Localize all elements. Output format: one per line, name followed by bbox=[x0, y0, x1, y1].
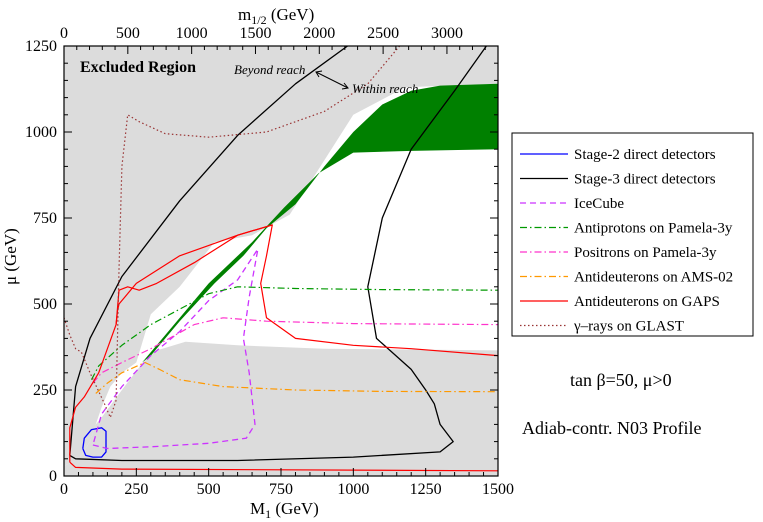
legend-label-8: γ–rays on GLAST bbox=[573, 319, 684, 335]
annotation-within: Within reach bbox=[352, 81, 418, 96]
top-tick-label: 1000 bbox=[176, 25, 208, 42]
legend-label-3: IceCube bbox=[574, 196, 624, 212]
x-tick-label: 500 bbox=[197, 481, 221, 498]
y-tick-label: 500 bbox=[33, 296, 57, 313]
annotation-excluded: Excluded Region bbox=[80, 59, 196, 76]
series-line-7 bbox=[69, 224, 498, 463]
region-relic-density-band bbox=[142, 83, 498, 363]
top-tick-label: 1500 bbox=[239, 25, 271, 42]
top-tick-label: 0 bbox=[60, 25, 68, 42]
series-line-2-part2 bbox=[69, 46, 487, 462]
series-line-6 bbox=[95, 361, 498, 394]
y-axis-label: μ (GeV) bbox=[1, 228, 20, 285]
x-tick-label: 250 bbox=[124, 481, 148, 498]
legend-label-6: Antideuterons on AMS-02 bbox=[574, 270, 733, 286]
param-text: tan β=50, μ>0 bbox=[570, 370, 672, 390]
series-line-4 bbox=[90, 286, 498, 380]
legend-label-1: Stage-2 direct detectors bbox=[574, 147, 716, 163]
top-tick-label: 2000 bbox=[303, 25, 335, 42]
x-axis-label: M1 (GeV) bbox=[250, 499, 319, 521]
series-line-7-part3 bbox=[115, 224, 273, 325]
top-tick-label: 2500 bbox=[367, 25, 399, 42]
y-tick-label: 1250 bbox=[25, 38, 57, 55]
double-arrow-icon bbox=[315, 70, 349, 90]
top-tick-label: 500 bbox=[116, 25, 140, 42]
series-line-2 bbox=[69, 46, 348, 456]
y-tick-label: 750 bbox=[33, 210, 57, 227]
x-tick-label: 1500 bbox=[482, 481, 514, 498]
series-line-3 bbox=[92, 248, 259, 450]
annotation-beyond: Beyond reach bbox=[234, 62, 305, 77]
x-tick-label: 750 bbox=[269, 481, 293, 498]
series-line-7-part2 bbox=[69, 461, 498, 472]
y-tick-label: 0 bbox=[49, 468, 57, 485]
legend-label-4: Antiprotons on Pamela-3y bbox=[574, 221, 733, 237]
top-tick-label: 3000 bbox=[431, 25, 463, 42]
top-axis-label: m1/2 (GeV) bbox=[238, 5, 314, 27]
legend-label-5: Positrons on Pamela-3y bbox=[574, 245, 717, 261]
series-line-5 bbox=[92, 317, 498, 384]
x-tick-label: 0 bbox=[60, 481, 68, 498]
region-excluded-lower bbox=[64, 341, 498, 476]
x-tick-label: 1000 bbox=[337, 481, 369, 498]
series-line-1 bbox=[82, 427, 107, 458]
legend-label-7: Antideuterons on GAPS bbox=[574, 294, 720, 310]
region-excluded-upper bbox=[64, 46, 498, 466]
profile-text: Adiab-contr. N03 Profile bbox=[522, 418, 702, 438]
legend-box bbox=[511, 132, 754, 337]
series-line-8 bbox=[64, 46, 401, 419]
legend-label-2: Stage-3 direct detectors bbox=[574, 172, 716, 188]
y-tick-label: 1000 bbox=[25, 124, 57, 141]
x-tick-label: 1250 bbox=[410, 481, 442, 498]
y-tick-label: 250 bbox=[33, 382, 57, 399]
